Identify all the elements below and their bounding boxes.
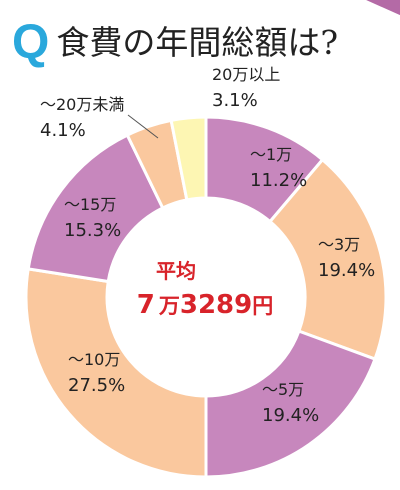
slice-value-label: 11.2% — [250, 170, 307, 191]
slice-category-label: 〜1万 — [250, 145, 292, 164]
slices-group — [24, 115, 388, 479]
question-text: 食費の年間総額は? — [56, 23, 339, 62]
center-value-part: 円 — [252, 294, 273, 318]
slice-value-label: 27.5% — [68, 375, 125, 396]
q-mark: Q — [12, 16, 49, 69]
slice-category-label: 〜15万 — [64, 195, 116, 214]
pie-slice — [204, 329, 377, 479]
labels-group: 〜1万 11.2% 〜3万 19.4% 〜5万 19.4% 〜10万 27.5% 〜15万 15.… — [40, 65, 375, 426]
slice-value-label: 4.1% — [40, 120, 86, 141]
slice-category-label: 20万以上 — [212, 65, 280, 84]
question-title: Q 食費の年間総額は? — [12, 18, 338, 68]
slice-category-label: 〜20万未満 — [40, 95, 124, 114]
leader-line — [127, 114, 159, 139]
center-label: 平均 — [156, 259, 196, 283]
pie-slice — [169, 115, 208, 202]
slice-category-label: 〜10万 — [68, 350, 120, 369]
slice-category-label: 〜5万 — [262, 380, 304, 399]
pie-slice — [267, 157, 388, 361]
slice-value-label: 15.3% — [64, 220, 121, 241]
slice-value-label: 19.4% — [262, 405, 319, 426]
slice-value-label: 19.4% — [318, 260, 375, 281]
slice-category-label: 〜3万 — [318, 235, 360, 254]
slice-value-label: 3.1% — [212, 90, 258, 111]
center-value-part: 万 — [158, 294, 180, 318]
center-value-part: 3289 — [180, 290, 252, 320]
center-value-part: 7 — [137, 290, 155, 320]
pie-slice — [24, 267, 208, 479]
center-value: 7 万3289円 — [137, 290, 273, 320]
